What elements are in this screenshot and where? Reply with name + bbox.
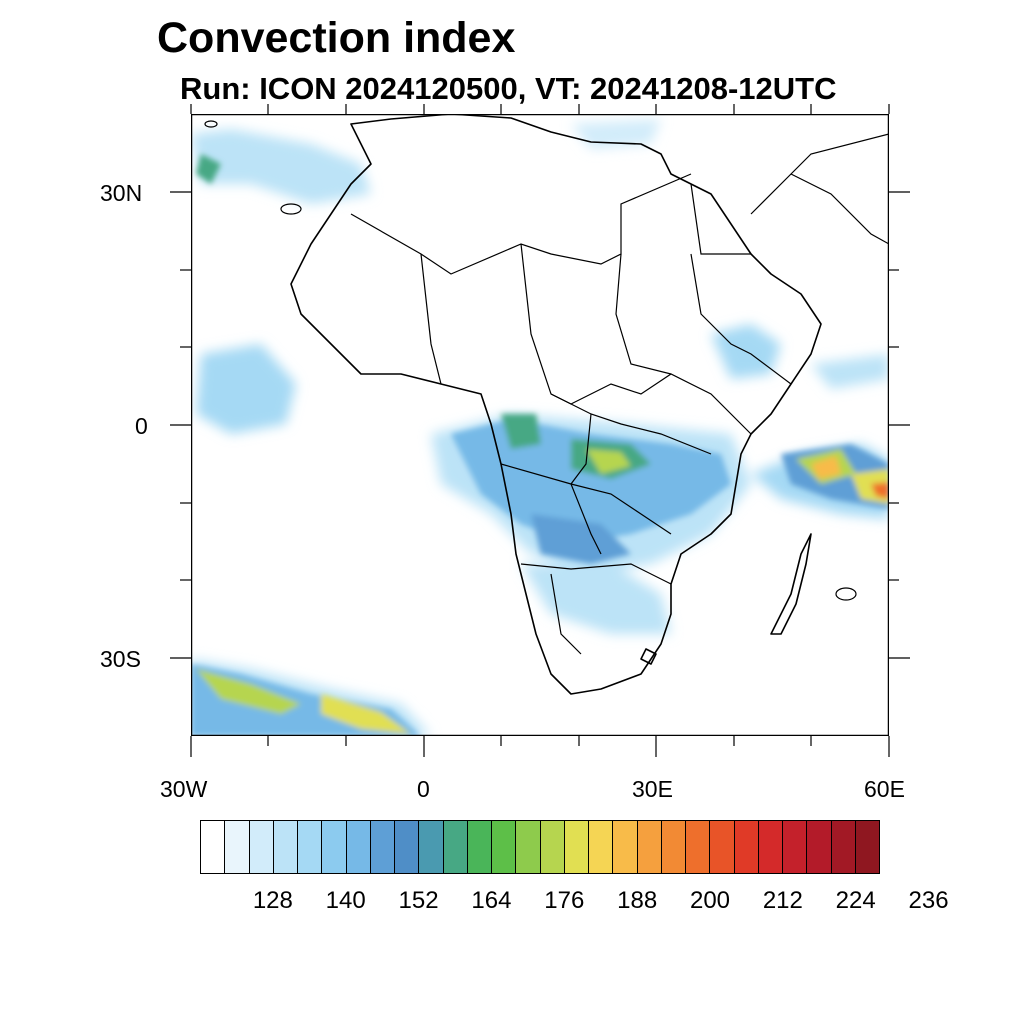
- coastlines: [290, 114, 822, 695]
- colorbar-label: 164: [471, 887, 512, 914]
- colorbar-swatch: [249, 821, 274, 873]
- colorbar-label: 200: [689, 887, 731, 914]
- colorbar-swatch: [419, 821, 444, 873]
- colorbar-swatch: [225, 821, 250, 873]
- colorbar-swatch: [710, 821, 735, 873]
- colorbar-label: 224: [835, 887, 876, 914]
- colorbar-swatch: [516, 821, 541, 873]
- x-tick-label: 60E: [864, 776, 905, 802]
- chart-title: Convection index: [157, 14, 516, 62]
- chart-subtitle: Run: ICON 2024120500, VT: 20241208-12UTC: [180, 71, 837, 106]
- colorbar-swatch: [322, 821, 347, 873]
- colorbar-swatch: [370, 821, 395, 873]
- colorbar: [200, 820, 880, 874]
- colorbar-label: 140: [325, 887, 366, 914]
- x-tick-label: 0: [417, 776, 430, 802]
- colorbar-swatch: [564, 821, 589, 873]
- colorbar-swatch: [855, 821, 879, 873]
- y-tick-label: 30S: [100, 646, 141, 672]
- colorbar-swatch: [443, 821, 468, 873]
- colorbar-swatch: [273, 821, 298, 873]
- map-panel: [191, 114, 889, 736]
- colorbar-swatch: [298, 821, 323, 873]
- colorbar-swatch: [540, 821, 565, 873]
- colorbar-swatch: [661, 821, 686, 873]
- convection-field-medium: [191, 154, 889, 736]
- country-borders: [350, 133, 889, 655]
- colorbar-swatch: [758, 821, 783, 873]
- colorbar-swatch: [346, 821, 371, 873]
- colorbar-label: 212: [762, 887, 803, 914]
- colorbar-label: 236: [908, 887, 949, 914]
- y-tick-label: 0: [135, 413, 148, 439]
- colorbar-swatch: [492, 821, 517, 873]
- colorbar-label: 176: [544, 887, 585, 914]
- colorbar-swatch: [831, 821, 856, 873]
- colorbar-swatch: [613, 821, 638, 873]
- colorbar-swatch: [395, 821, 420, 873]
- colorbar-swatch: [734, 821, 759, 873]
- islands: [204, 120, 857, 601]
- colorbar-swatch: [686, 821, 711, 873]
- colorbar-swatch: [201, 821, 226, 873]
- colorbar-swatch: [807, 821, 832, 873]
- colorbar-label: 128: [252, 887, 293, 914]
- map-svg: [191, 114, 889, 736]
- colorbar-swatch: [783, 821, 808, 873]
- x-tick-label: 30E: [632, 776, 673, 802]
- colorbar-swatch: [589, 821, 614, 873]
- colorbar-swatch: [467, 821, 492, 873]
- x-tick-label: 30W: [160, 776, 208, 802]
- y-tick-label: 30N: [100, 180, 143, 206]
- colorbar-label: 152: [398, 887, 439, 914]
- colorbar-label: 188: [617, 887, 658, 914]
- colorbar-swatch: [637, 821, 662, 873]
